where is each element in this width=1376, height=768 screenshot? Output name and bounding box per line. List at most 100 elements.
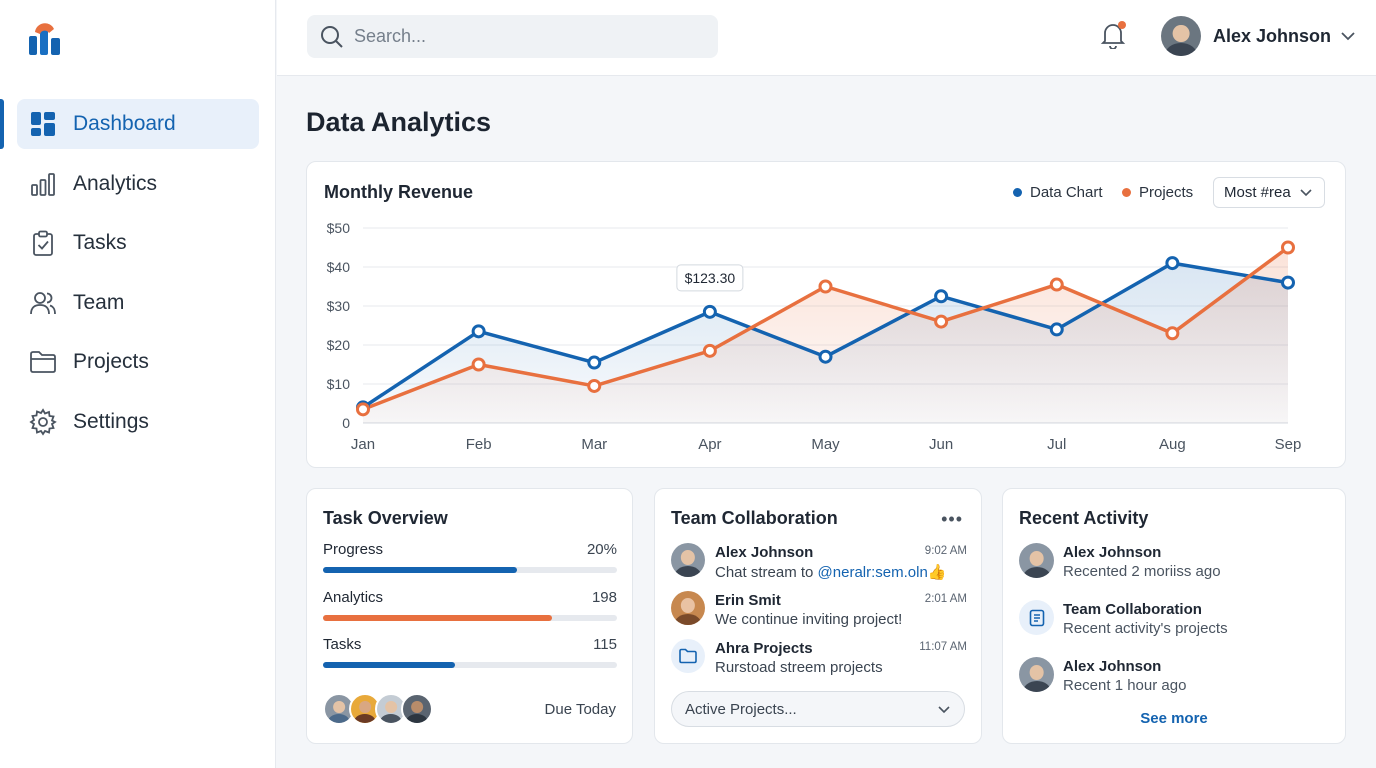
activity-item[interactable]: Alex Johnson Recent 1 hour ago xyxy=(1019,656,1329,696)
y-tick-label: $20 xyxy=(327,337,351,353)
notification-button[interactable] xyxy=(1100,21,1128,51)
sidebar-item-team[interactable]: Team xyxy=(17,278,259,328)
data-point xyxy=(934,314,949,329)
activity-text: Recent activity's projects xyxy=(1063,620,1228,637)
sidebar-item-settings[interactable]: Settings xyxy=(17,397,259,447)
users-icon xyxy=(29,289,57,317)
chevron-down-icon xyxy=(938,706,950,714)
sidebar-item-tasks[interactable]: Tasks xyxy=(17,218,259,268)
x-tick-label: Jun xyxy=(929,436,953,453)
x-tick-label: Sep xyxy=(1275,436,1302,453)
sidebar-item-dashboard[interactable]: Dashboard xyxy=(0,99,259,149)
data-point xyxy=(702,304,717,319)
progress-track xyxy=(323,567,617,573)
data-point xyxy=(934,289,949,304)
data-point xyxy=(587,355,602,370)
y-tick-label: 0 xyxy=(342,415,350,431)
avatar xyxy=(401,693,433,725)
data-point xyxy=(1281,275,1295,290)
activity-title: Alex Johnson xyxy=(1063,658,1162,675)
data-point xyxy=(1049,277,1064,292)
x-tick-label: Mar xyxy=(581,436,607,453)
message-sender: Ahra Projects xyxy=(715,640,813,657)
y-tick-label: $30 xyxy=(327,298,351,314)
data-point xyxy=(702,343,717,358)
sidebar-item-label: Projects xyxy=(73,350,149,373)
activity-item[interactable]: Team Collaboration Recent activity's pro… xyxy=(1019,599,1329,639)
data-point xyxy=(587,378,602,393)
x-tick-label: May xyxy=(811,436,840,453)
bell-icon xyxy=(1100,24,1126,50)
data-point xyxy=(1049,322,1064,337)
folder-icon xyxy=(671,639,705,673)
message-item[interactable]: Erin Smit We continue inviting project! … xyxy=(671,590,967,630)
progress-row: Tasks 115 xyxy=(323,636,617,668)
legend-item-data-chart[interactable]: Data Chart xyxy=(1013,184,1103,201)
sidebar-item-label: Tasks xyxy=(73,231,127,254)
data-point xyxy=(356,402,370,417)
data-point xyxy=(471,324,486,339)
progress-label: Tasks xyxy=(323,636,362,653)
sidebar-item-projects[interactable]: Projects xyxy=(17,337,259,387)
legend-swatch xyxy=(1122,188,1131,197)
assignee-avatars[interactable] xyxy=(323,693,433,725)
legend-label: Projects xyxy=(1139,184,1194,201)
message-text: We continue inviting project! xyxy=(715,611,903,628)
sidebar-item-label: Team xyxy=(73,290,125,314)
user-name: Alex Johnson xyxy=(1213,25,1332,46)
x-tick-label: Apr xyxy=(698,436,721,453)
progress-value: 198 xyxy=(591,589,617,606)
avatar xyxy=(1019,543,1054,578)
gear-icon xyxy=(29,407,57,436)
message-item[interactable]: Ahra Projects Rurstoad streem projects 1… xyxy=(671,638,967,678)
dropdown-value: Most #rea xyxy=(1224,184,1291,201)
message-time: 2:01 AM xyxy=(924,593,967,605)
more-horizontal-icon[interactable]: ••• xyxy=(941,509,963,529)
search-input[interactable] xyxy=(354,26,694,47)
x-tick-label: Feb xyxy=(466,436,492,453)
active-projects-select[interactable]: Active Projects... xyxy=(671,691,965,727)
activity-text: Recent 1 hour ago xyxy=(1063,677,1187,694)
card-title: Recent Activity xyxy=(1019,508,1149,528)
activity-title: Team Collaboration xyxy=(1063,601,1202,618)
data-point xyxy=(1165,256,1180,271)
y-tick-label: $50 xyxy=(327,220,351,236)
x-tick-label: Jul xyxy=(1047,436,1066,453)
y-tick-label: $10 xyxy=(327,376,351,392)
tooltip-box xyxy=(676,264,744,292)
message-time: 9:02 AM xyxy=(924,545,967,557)
sidebar: Dashboard Analytics Tasks Team Projects xyxy=(0,0,276,768)
chart-filter-dropdown[interactable]: Most #rea xyxy=(1213,177,1325,208)
document-icon xyxy=(1019,600,1054,635)
progress-row: Analytics 198 xyxy=(323,589,617,621)
legend-swatch xyxy=(1013,188,1022,197)
notification-badge xyxy=(1118,21,1126,29)
analytics-icon xyxy=(29,170,57,198)
legend-item-projects[interactable]: Projects xyxy=(1122,184,1193,201)
x-tick-label: Aug xyxy=(1159,436,1186,453)
sidebar-nav: Dashboard Analytics Tasks Team Projects xyxy=(0,99,276,456)
message-item[interactable]: Alex Johnson Chat stream to @neralr:sem.… xyxy=(671,542,967,582)
search-icon xyxy=(321,25,343,48)
progress-value: 115 xyxy=(593,636,617,653)
progress-value: 20% xyxy=(586,541,617,558)
card-title: Task Overview xyxy=(323,508,448,528)
bar-chart-logo-icon[interactable] xyxy=(28,20,62,56)
clipboard-check-icon xyxy=(29,229,57,257)
progress-track xyxy=(323,615,617,621)
see-more-link[interactable]: See more xyxy=(1140,710,1208,727)
sidebar-item-analytics[interactable]: Analytics xyxy=(17,159,259,209)
activity-item[interactable]: Alex Johnson Recented 2 moriiss ago xyxy=(1019,542,1329,582)
avatar xyxy=(1161,16,1201,56)
message-time: 11:07 AM xyxy=(919,641,967,653)
activity-text: Recented 2 moriiss ago xyxy=(1063,563,1221,580)
tooltip-label: $123.30 xyxy=(685,270,736,286)
search-box[interactable] xyxy=(307,15,718,58)
progress-row: Progress 20% xyxy=(323,541,617,573)
dashboard-icon xyxy=(29,110,57,138)
user-menu[interactable]: Alex Johnson xyxy=(1161,16,1355,56)
mention-link[interactable]: @neralr:sem.oln xyxy=(817,564,928,581)
progress-fill xyxy=(323,662,456,668)
due-label: Due Today xyxy=(544,701,616,718)
chevron-down-icon xyxy=(1300,189,1312,197)
